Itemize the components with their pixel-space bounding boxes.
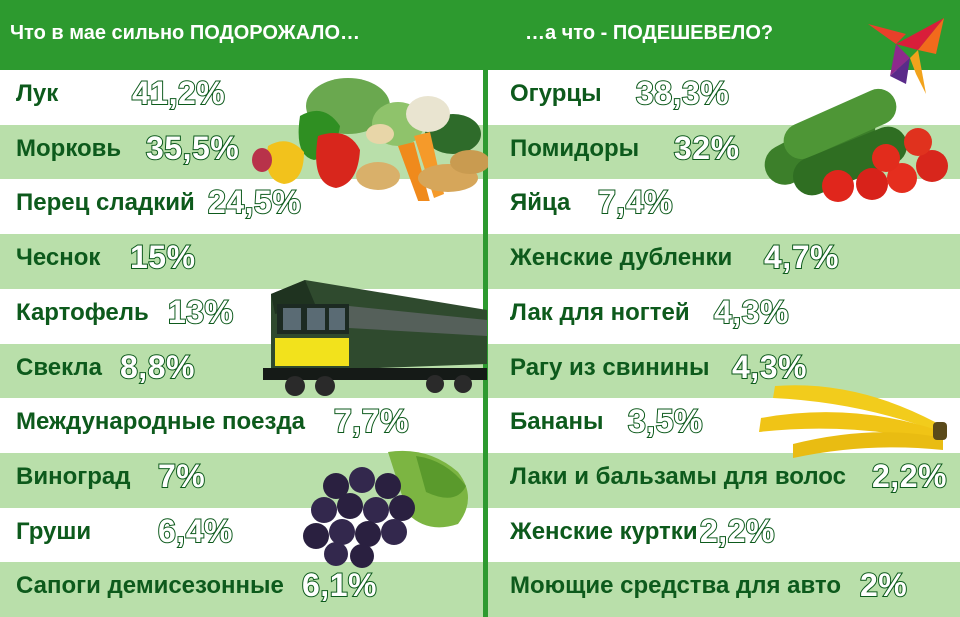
bananas-icon bbox=[759, 385, 947, 458]
item-percent: 2,2% bbox=[699, 512, 775, 550]
list-item: Бананы 3,5% bbox=[488, 398, 960, 453]
item-label: Бананы bbox=[510, 408, 604, 436]
item-percent: 4,3% bbox=[731, 348, 807, 386]
list-item: Моющие средства для авто 2% bbox=[488, 562, 960, 617]
list-item: Лаки и бальзамы для волос 2,2% bbox=[488, 452, 960, 508]
list-item: Женские дубленки 4,7% bbox=[488, 234, 960, 289]
item-percent: 2,2% bbox=[871, 457, 947, 495]
list-item: Рагу из свинины 4,3% bbox=[488, 343, 960, 399]
list-item: Картофель 13% bbox=[0, 289, 483, 344]
item-label: Лук bbox=[16, 80, 59, 107]
item-percent: 7,4% bbox=[597, 183, 673, 221]
vegetables-icon bbox=[252, 78, 488, 201]
item-percent: 2% bbox=[859, 566, 908, 604]
item-label: Моющие средства для авто bbox=[510, 572, 842, 600]
item-percent: 6,1% bbox=[301, 566, 377, 604]
price-up-title: Что в мае сильно ПОДОРОЖАЛО… bbox=[10, 22, 361, 44]
item-label: Женские дубленки bbox=[510, 244, 733, 272]
item-percent: 3,5% bbox=[627, 402, 703, 440]
item-label: Груши bbox=[16, 517, 92, 545]
list-item: Чеснок 15% bbox=[0, 234, 483, 289]
cucumbers-tomatoes-icon bbox=[764, 88, 948, 202]
item-label: Картофель bbox=[16, 298, 149, 326]
item-percent: 6,4% bbox=[157, 512, 233, 550]
list-item: Лак для ногтей 4,3% bbox=[488, 289, 960, 344]
list-item: Огурцы 38,3% bbox=[488, 70, 960, 125]
list-item: Женские куртки 2,2% bbox=[488, 508, 960, 563]
kp-bird-logo-icon bbox=[868, 18, 944, 94]
item-percent: 41,2% bbox=[131, 74, 226, 112]
item-percent: 24,5% bbox=[207, 183, 302, 221]
list-item: Международные поезда 7,7% bbox=[0, 398, 483, 453]
item-percent: 38,3% bbox=[635, 74, 730, 112]
item-label: Лак для ногтей bbox=[510, 298, 690, 326]
item-label: Огурцы bbox=[510, 80, 602, 107]
item-label: Морковь bbox=[16, 134, 122, 162]
item-percent: 4,7% bbox=[763, 238, 839, 276]
item-percent: 15% bbox=[129, 238, 196, 276]
item-label: Перец сладкий bbox=[16, 189, 195, 217]
item-label: Лаки и бальзамы для волос bbox=[510, 462, 846, 490]
item-label: Международные поезда bbox=[16, 408, 306, 436]
list-item: Лук 41,2% bbox=[0, 70, 483, 125]
list-item: Яйца 7,4% bbox=[488, 179, 960, 234]
price-down-title: …а что - ПОДЕШЕВЕЛО? bbox=[525, 22, 774, 44]
item-label: Рагу из свинины bbox=[510, 353, 710, 381]
item-label: Чеснок bbox=[16, 244, 101, 272]
item-label: Женские куртки bbox=[510, 517, 698, 545]
item-percent: 7% bbox=[157, 457, 206, 495]
item-percent: 35,5% bbox=[145, 129, 240, 167]
item-percent: 32% bbox=[673, 129, 740, 167]
item-percent: 4,3% bbox=[713, 293, 789, 331]
item-label: Помидоры bbox=[510, 134, 640, 162]
item-label: Яйца bbox=[510, 189, 571, 217]
item-percent: 8,8% bbox=[119, 348, 195, 386]
item-label: Свекла bbox=[16, 353, 103, 381]
item-percent: 13% bbox=[167, 293, 234, 331]
list-item: Перец сладкий 24,5% bbox=[0, 179, 483, 234]
price-down-list: Огурцы 38,3% Помидоры 32% Яйца 7,4% Женс… bbox=[488, 70, 960, 617]
list-item: Сапоги демисезонные 6,1% bbox=[0, 562, 483, 617]
item-label: Сапоги демисезонные bbox=[16, 572, 284, 600]
header-bar: Что в мае сильно ПОДОРОЖАЛО… …а что - ПО… bbox=[0, 0, 960, 70]
train-icon bbox=[263, 280, 487, 396]
item-label: Виноград bbox=[16, 462, 131, 490]
item-percent: 7,7% bbox=[333, 402, 409, 440]
grapes-icon bbox=[303, 450, 468, 568]
list-item: Груши 6,4% bbox=[0, 508, 483, 563]
